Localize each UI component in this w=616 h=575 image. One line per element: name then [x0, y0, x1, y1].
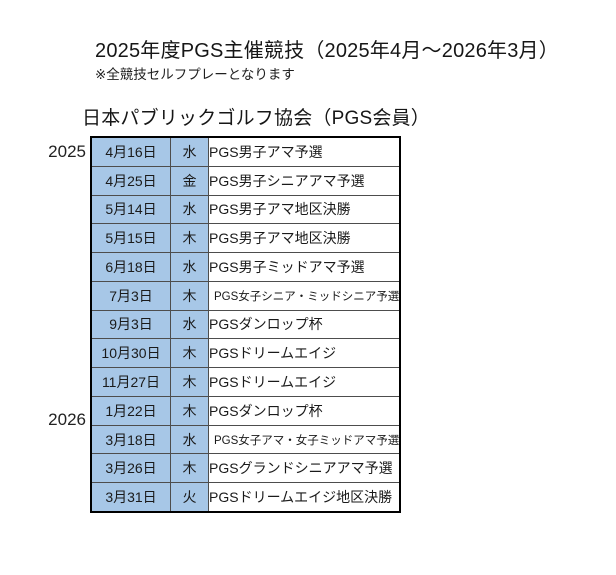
schedule-table-body: 4月16日 水 PGS男子アマ予選 4月25日 金 PGS男子シニアアマ予選 5…	[90, 136, 401, 513]
weekday-cell: 木	[170, 338, 209, 369]
date-cell: 9月3日	[90, 309, 171, 340]
event-cell: PGS男子ミッドアマ予選	[208, 252, 401, 282]
event-cell: PGS男子シニアアマ予選	[208, 165, 401, 196]
table-row: 4月16日 水 PGS男子アマ予選	[90, 136, 401, 167]
event-cell: PGSダンロップ杯	[208, 395, 401, 426]
event-cell: PGS男子アマ地区決勝	[208, 223, 401, 254]
weekday-cell: 水	[170, 309, 209, 340]
year-label-2026: 2026	[48, 410, 86, 429]
weekday-cell: 水	[170, 194, 209, 225]
date-cell: 3月18日	[90, 424, 171, 455]
event-cell: PGSドリームエイジ	[208, 367, 401, 397]
competition-schedule-table: 4月16日 水 PGS男子アマ予選 4月25日 金 PGS男子シニアアマ予選 5…	[90, 136, 401, 513]
table-row: 3月26日 木 PGSグランドシニアアマ予選	[90, 453, 401, 484]
table-row: 5月14日 水 PGS男子アマ地区決勝	[90, 194, 401, 225]
date-cell: 4月25日	[90, 165, 171, 196]
event-cell: PGS男子アマ予選	[208, 136, 401, 167]
event-cell: PGSドリームエイジ	[208, 338, 401, 369]
table-row: 9月3日 水 PGSダンロップ杯	[90, 309, 401, 340]
date-cell: 3月31日	[90, 482, 171, 513]
table-row: 3月31日 火 PGSドリームエイジ地区決勝	[90, 482, 401, 513]
date-cell: 11月27日	[90, 367, 171, 397]
date-cell: 1月22日	[90, 395, 171, 426]
weekday-cell: 木	[170, 395, 209, 426]
event-cell: PGSダンロップ杯	[208, 309, 401, 340]
weekday-cell: 金	[170, 165, 209, 196]
weekday-cell: 木	[170, 223, 209, 254]
table-row: 3月18日 水 PGS女子アマ・女子ミッドアマ予選	[90, 424, 401, 455]
weekday-cell: 水	[170, 136, 209, 167]
weekday-cell: 木	[170, 280, 209, 311]
weekday-cell: 木	[170, 367, 209, 397]
table-row: 1月22日 木 PGSダンロップ杯	[90, 395, 401, 426]
date-cell: 5月14日	[90, 194, 171, 225]
date-cell: 10月30日	[90, 338, 171, 369]
table-row: 10月30日 木 PGSドリームエイジ	[90, 338, 401, 369]
table-row: 7月3日 木 PGS女子シニア・ミッドシニア予選	[90, 280, 401, 311]
weekday-cell: 水	[170, 424, 209, 455]
page-title: 2025年度PGS主催競技（2025年4月～2026年3月）	[95, 40, 559, 62]
table-row: 4月25日 金 PGS男子シニアアマ予選	[90, 165, 401, 196]
weekday-cell: 木	[170, 453, 209, 484]
table-row: 6月18日 水 PGS男子ミッドアマ予選	[90, 252, 401, 282]
event-cell: PGSドリームエイジ地区決勝	[208, 482, 401, 513]
event-cell: PGS女子アマ・女子ミッドアマ予選	[208, 424, 401, 455]
event-cell: PGSグランドシニアアマ予選	[208, 453, 401, 484]
date-cell: 3月26日	[90, 453, 171, 484]
weekday-cell: 水	[170, 252, 209, 282]
table-row: 11月27日 木 PGSドリームエイジ	[90, 367, 401, 397]
association-section-title: 日本パブリックゴルフ協会（PGS会員）	[82, 108, 430, 129]
event-cell: PGS女子シニア・ミッドシニア予選	[208, 280, 401, 311]
event-cell: PGS男子アマ地区決勝	[208, 194, 401, 225]
self-play-note: ※全競技セルフプレーとなります	[95, 67, 295, 82]
weekday-cell: 火	[170, 482, 209, 513]
date-cell: 4月16日	[90, 136, 171, 167]
date-cell: 6月18日	[90, 252, 171, 282]
year-label-2025: 2025	[48, 142, 86, 161]
date-cell: 7月3日	[90, 280, 171, 311]
date-cell: 5月15日	[90, 223, 171, 254]
table-row: 5月15日 木 PGS男子アマ地区決勝	[90, 223, 401, 254]
